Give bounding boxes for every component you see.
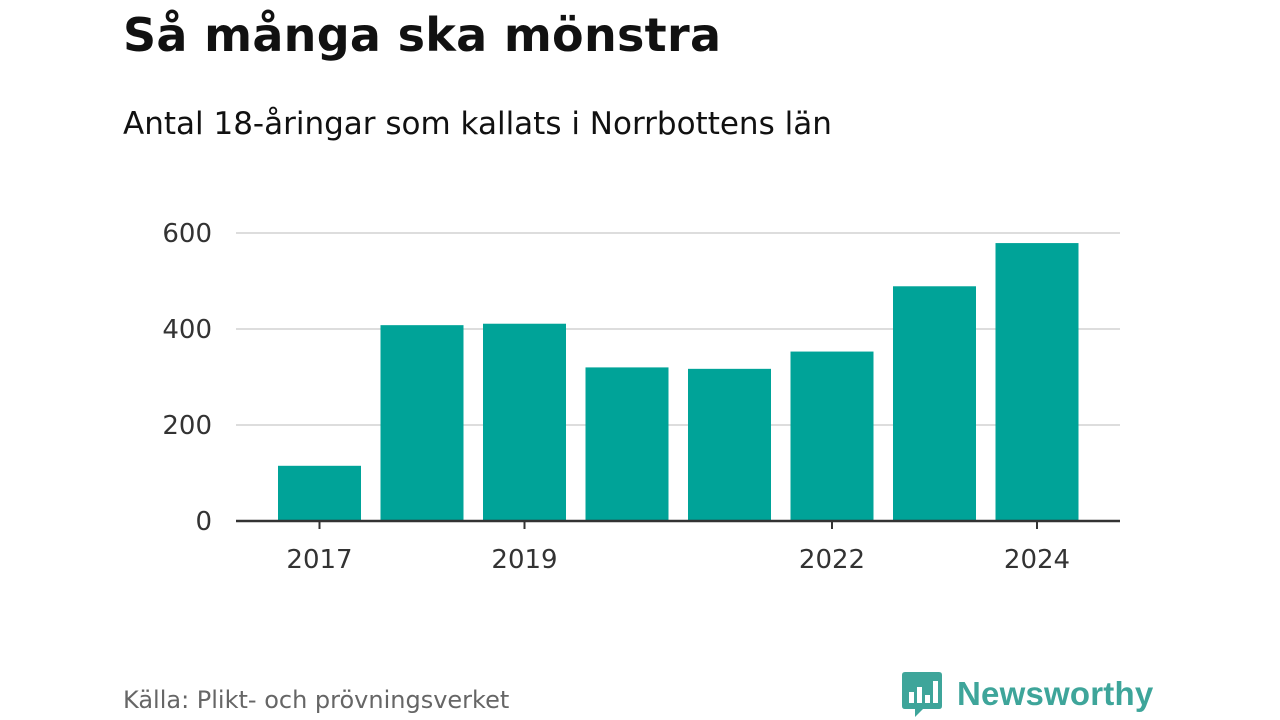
bar (790, 351, 874, 521)
y-tick-label: 400 (162, 315, 212, 345)
x-tick-label: 2017 (286, 545, 352, 575)
y-tick-label: 0 (195, 507, 212, 537)
newsworthy-logo: Newsworthy (901, 670, 1153, 718)
x-tick-label: 2019 (491, 545, 557, 575)
chart-title: Så många ska mönstra (123, 8, 722, 62)
source-note: Källa: Plikt- och prövningsverket (123, 686, 510, 714)
y-tick-label: 600 (162, 219, 212, 249)
bar (688, 368, 771, 521)
x-tick-label: 2024 (1004, 545, 1070, 575)
bar (995, 243, 1079, 521)
bar (380, 325, 464, 521)
newsworthy-chart-icon (902, 672, 942, 717)
brand-name: Newsworthy (957, 675, 1154, 712)
y-tick-label: 200 (162, 411, 212, 441)
chart-subtitle: Antal 18-åringar som kallats i Norrbotte… (123, 106, 832, 142)
bar (893, 286, 976, 521)
bar (278, 465, 361, 521)
bar (483, 323, 566, 521)
bar (585, 367, 669, 521)
x-tick-label: 2022 (799, 545, 865, 575)
bar-chart: 0 200 400 600 2017 2019 2022 2024 (162, 219, 1120, 575)
